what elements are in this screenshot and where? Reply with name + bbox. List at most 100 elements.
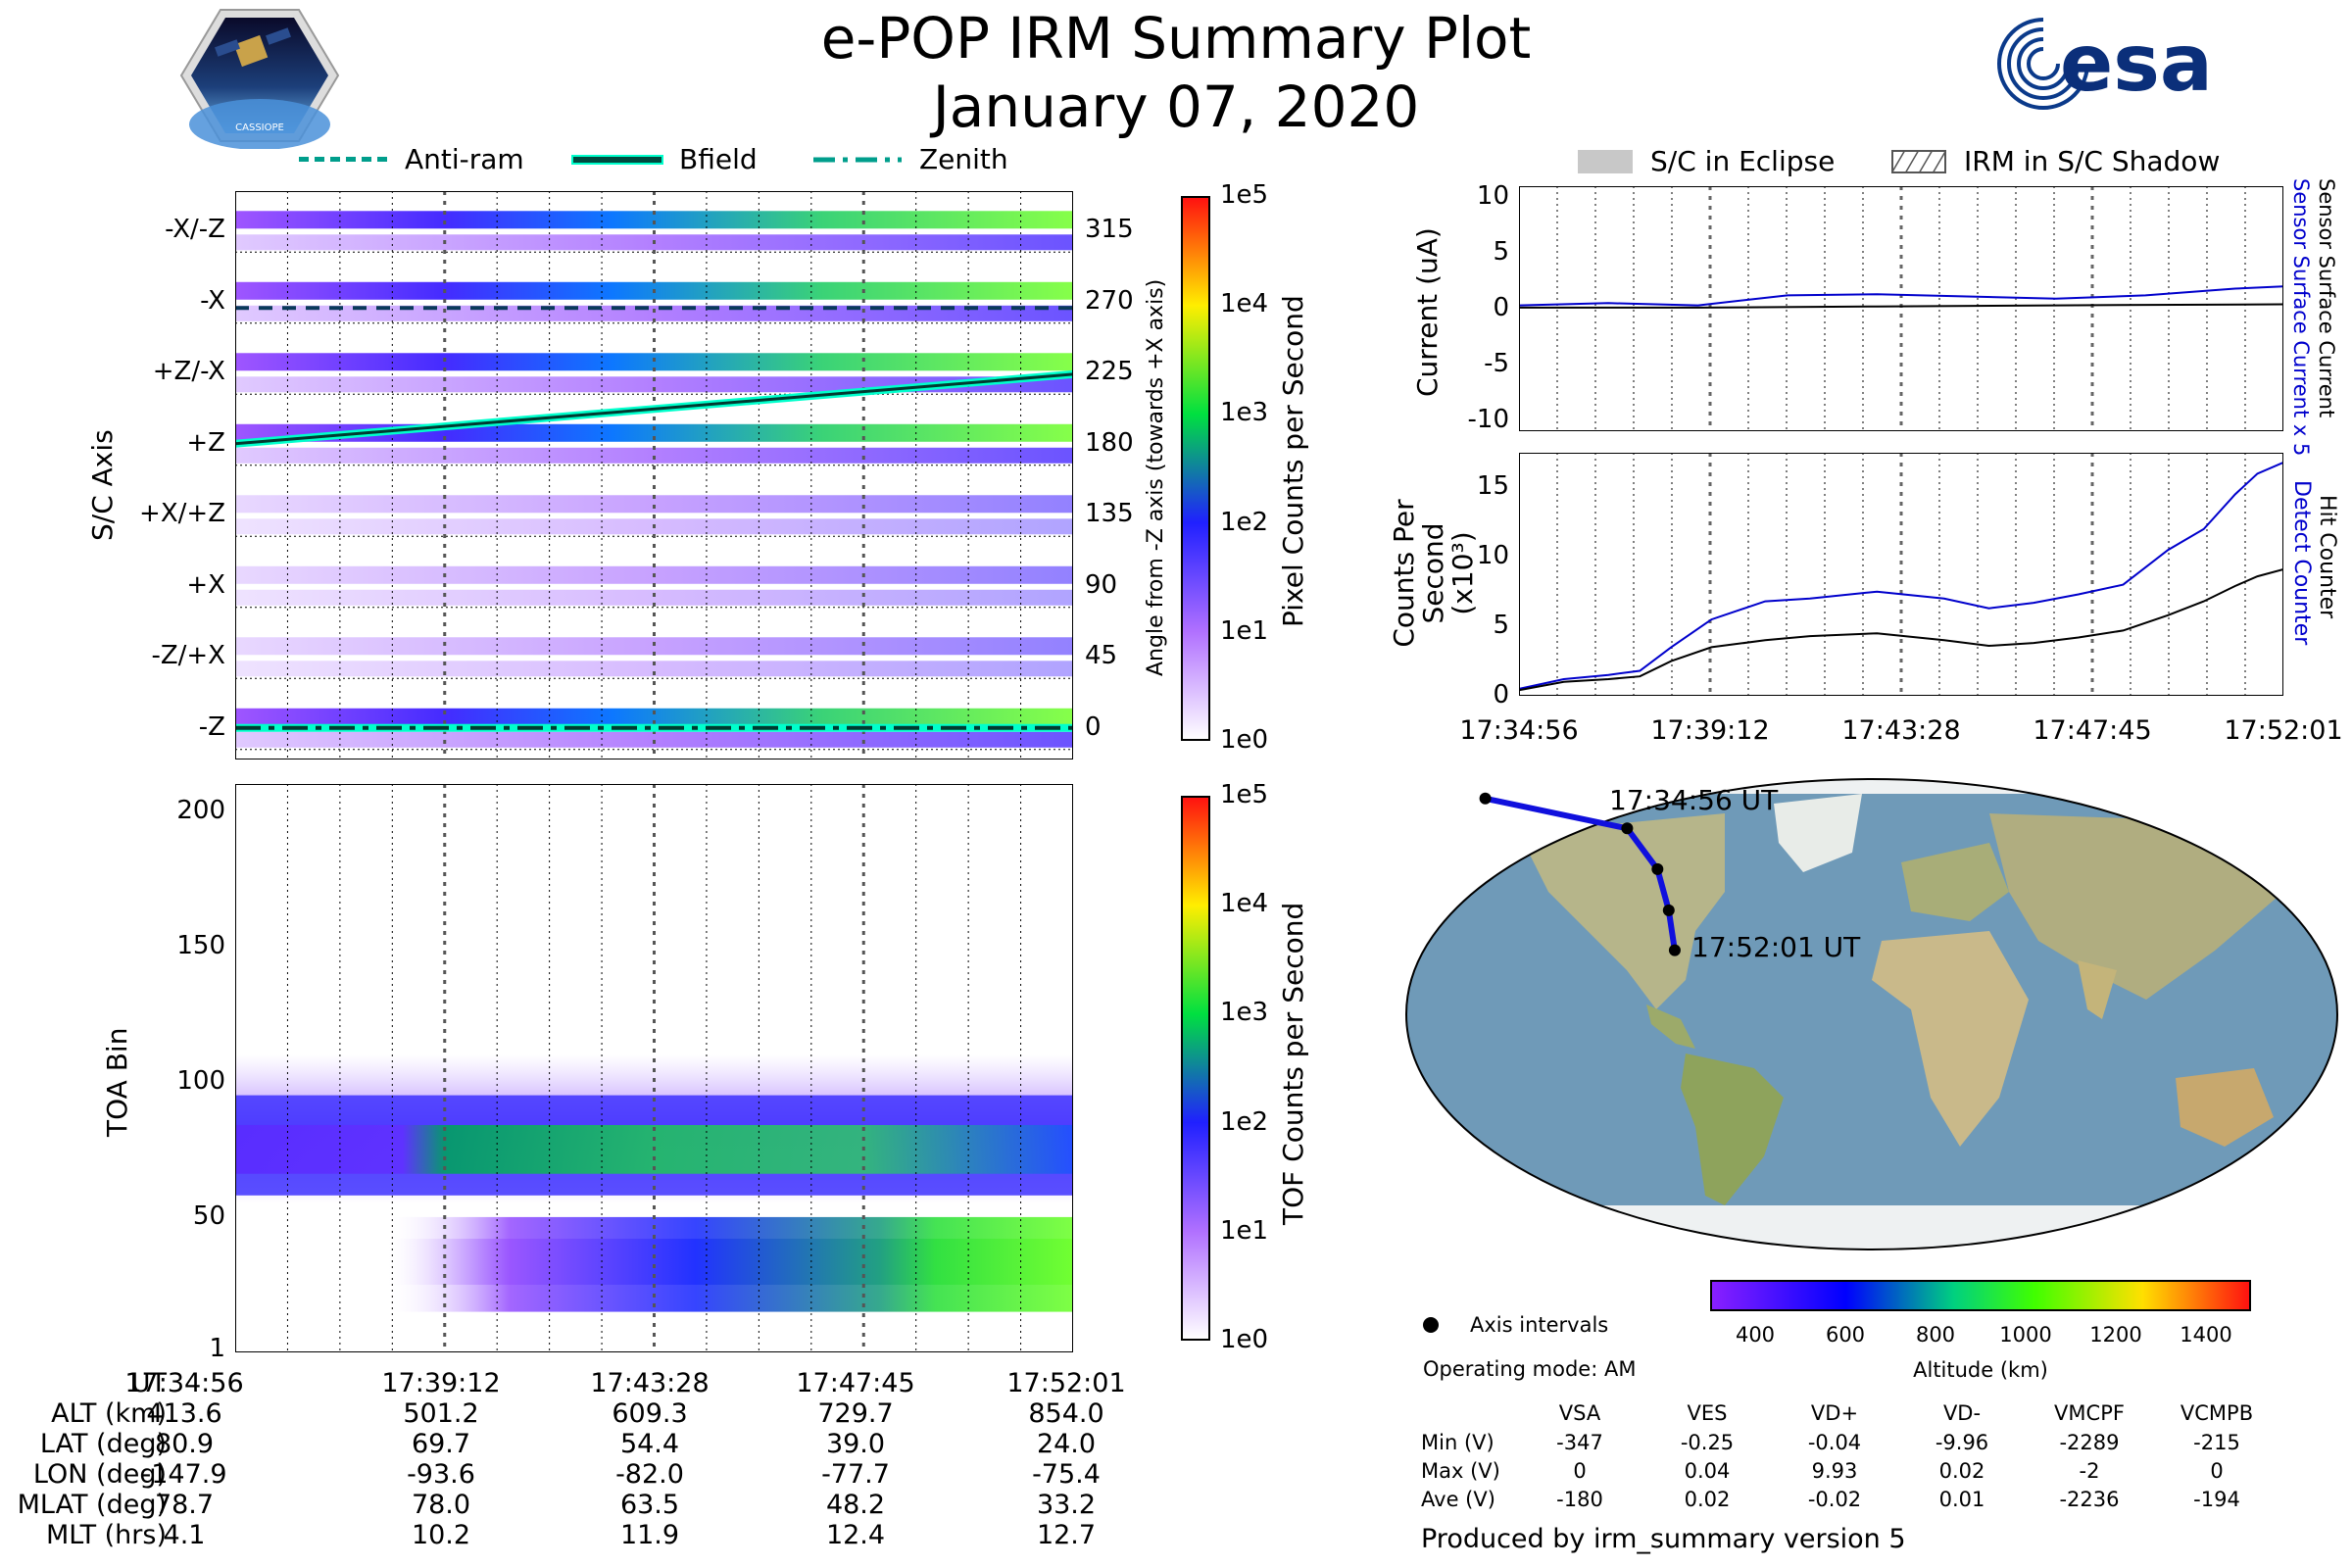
track-end-label: 17:52:01 UT (1691, 931, 1861, 963)
counts-ytick: 10 (1476, 541, 1509, 571)
current-series-0 (1519, 285, 2283, 307)
voltage-cell: -2289 (2059, 1431, 2120, 1454)
voltage-cell: -347 (1556, 1431, 1603, 1454)
time-tick-label: 17:47:45 (2033, 715, 2152, 746)
pixel-counts-heatmap (235, 191, 1073, 760)
voltage-cell: 0 (1573, 1459, 1587, 1483)
counts-series-0 (1519, 461, 2283, 690)
sc-axis-label: +X/+Z (139, 499, 225, 529)
counts-ytick: 5 (1493, 611, 1509, 641)
orbit-cell: 12.7 (1036, 1520, 1097, 1550)
orbit-row-label: MLT (hrs) (45, 1520, 167, 1550)
counts-ytick: 15 (1476, 471, 1509, 502)
voltage-header: VES (1687, 1401, 1728, 1425)
voltage-cell: 0.02 (1684, 1488, 1731, 1511)
orbit-cell: -147.9 (141, 1459, 227, 1490)
page-title: e-POP IRM Summary Plot (820, 5, 1532, 72)
voltage-cell: -2 (2079, 1459, 2100, 1483)
tof-colorbar (1181, 796, 1210, 1341)
toa-ylabel: TOA Bin (101, 1027, 133, 1137)
altitude-tick: 1000 (1999, 1323, 2052, 1347)
pixel-colorbar-label: Pixel Counts per Second (1277, 295, 1309, 627)
current-right-label-black: Sensor Surface Current (2315, 178, 2338, 418)
legend-dashdot-line-icon (813, 157, 902, 162)
counts-ylabel: Counts Per Second (x10³) (1388, 499, 1479, 648)
current-ytick: 10 (1476, 181, 1509, 212)
voltage-cell: -0.02 (1807, 1488, 1862, 1511)
voltage-row-label: Ave (V) (1421, 1488, 1495, 1511)
legend-eclipse: S/C in Eclipse (1578, 145, 1835, 177)
pixel-colorbar-tick: 1e0 (1220, 725, 1269, 755)
sc-axis-label: -X/-Z (165, 215, 225, 245)
time-tick-label: 17:34:56 (1459, 715, 1579, 746)
voltage-row-label: Max (V) (1421, 1459, 1500, 1483)
altitude-tick: 600 (1825, 1323, 1866, 1347)
orbit-cell: 854.0 (1028, 1398, 1104, 1429)
toa-tick-label: 50 (192, 1200, 225, 1231)
angle-tick-label: 180 (1085, 427, 1134, 458)
tof-colorbar-tick: 1e2 (1220, 1106, 1269, 1137)
ground-track-map (1405, 778, 2338, 1250)
angle-tick-label: 225 (1085, 357, 1134, 387)
cassiope-mission-badge: CASSIOPE (179, 9, 340, 149)
toa-tick-label: 1 (209, 1334, 225, 1364)
voltage-header: VD- (1942, 1401, 1982, 1425)
legend-antiram-label: Anti-ram (405, 143, 524, 175)
legend-eclipse-label: S/C in Eclipse (1650, 145, 1836, 177)
orbit-cell: 54.4 (619, 1429, 680, 1459)
toa-heatmap (235, 784, 1073, 1352)
current-line-chart (1519, 186, 2283, 431)
angle-tick-label: 90 (1085, 569, 1118, 600)
orbit-cell: 413.6 (146, 1398, 222, 1429)
orbit-row-label: UT (130, 1368, 167, 1398)
voltage-header: VCMPB (2180, 1401, 2254, 1425)
orbit-cell: 609.3 (612, 1398, 688, 1429)
operating-mode: Operating mode: AM (1423, 1357, 1637, 1381)
tof-colorbar-tick: 1e5 (1220, 780, 1269, 809)
voltage-cell: -2236 (2059, 1488, 2120, 1511)
current-ytick: -5 (1484, 348, 1509, 378)
orbit-cell: 80.9 (154, 1429, 215, 1459)
pixel-colorbar-tick: 1e3 (1220, 398, 1269, 428)
voltage-cell: -0.04 (1807, 1431, 1862, 1454)
sc-axis-label: +Z (186, 427, 225, 458)
pixel-colorbar-tick: 1e2 (1220, 507, 1269, 537)
orbit-cell: 11.9 (619, 1520, 680, 1550)
sc-axis-label: +Z/-X (152, 357, 225, 387)
pixel-colorbar (1181, 196, 1210, 741)
orbit-cell: 17:52:01 (1006, 1368, 1126, 1398)
orbit-table: UT 17:34:56 17:39:12 17:43:28 17:47:45 17:52:… (0, 1368, 1156, 1564)
sc-band-lower-3 (235, 447, 1073, 464)
voltage-table: VSA VES VD+ VD- VMCPF VCMPB Min (V) -347 -0.25 -0… (1421, 1401, 2303, 1519)
current-ytick: 0 (1493, 293, 1509, 322)
altitude-tick: 800 (1915, 1323, 1956, 1347)
sc-axis-label: +X (186, 569, 225, 600)
counts-right-label-blue: Detect Counter (2289, 480, 2314, 646)
orbit-row-label: ALT (km) (51, 1398, 167, 1429)
orbit-cell: 17:47:45 (796, 1368, 915, 1398)
orbit-cell: 17:43:28 (590, 1368, 710, 1398)
current-series-1 (1519, 303, 2283, 309)
legend-solid-line-icon (573, 156, 662, 163)
current-ytick: -10 (1467, 404, 1509, 434)
altitude-colorbar-label: Altitude (km) (1913, 1358, 2048, 1382)
orbit-cell: 78.7 (154, 1490, 215, 1520)
current-right-label-blue: Sensor Surface Current x 5 (2289, 178, 2313, 457)
voltage-header: VD+ (1810, 1401, 1859, 1425)
legend-zenith: Zenith (813, 143, 1008, 175)
sc-axis-label: -Z/+X (151, 641, 225, 671)
counts-line-chart (1519, 453, 2283, 696)
tof-colorbar-label: TOF Counts per Second (1277, 902, 1309, 1225)
bfield-line (235, 372, 1073, 446)
legend-antiram: Anti-ram (299, 143, 524, 175)
angle-tick-label: 270 (1085, 285, 1134, 316)
esa-logo: esa (1997, 18, 2213, 110)
altitude-tick: 1400 (2180, 1323, 2232, 1347)
altitude-tick: 1200 (2089, 1323, 2142, 1347)
voltage-cell: 0.04 (1684, 1459, 1731, 1483)
axis-interval-marker-icon (1423, 1317, 1439, 1333)
voltage-header: VSA (1558, 1401, 1601, 1425)
voltage-header: VMCPF (2054, 1401, 2125, 1425)
orbit-row-label: LON (deg) (32, 1459, 167, 1490)
voltage-cell: 0.02 (1938, 1459, 1985, 1483)
